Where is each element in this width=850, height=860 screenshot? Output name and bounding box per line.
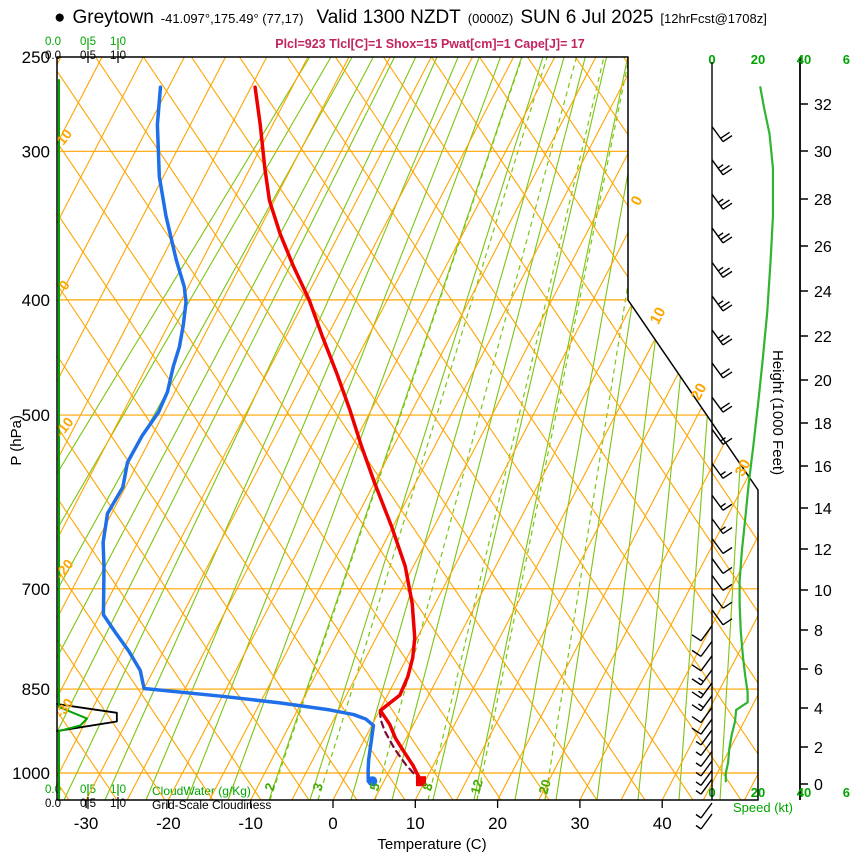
station-coordinates: -41.097°,175.49° (77,17): [160, 11, 304, 26]
station-name: Greytown: [72, 7, 154, 28]
svg-text:10: 10: [406, 814, 425, 833]
forecast-tag: [12hrFcst@1708z]: [660, 11, 767, 26]
svg-text:10: 10: [647, 305, 670, 328]
svg-text:2: 2: [814, 740, 823, 757]
svg-text:300: 300: [22, 142, 50, 161]
svg-text:30: 30: [732, 457, 755, 480]
svg-text:0: 0: [708, 52, 715, 67]
grid-lines: [57, 57, 758, 800]
svg-text:-30: -30: [74, 814, 99, 833]
cloud-scale-tick: 0.0: [45, 36, 61, 48]
pressure-axis-label: P (hPa): [8, 415, 25, 466]
dewpoint-curve: [101, 85, 376, 783]
surface-dewpoint-dot: [367, 776, 378, 787]
svg-text:-30: -30: [52, 695, 77, 721]
svg-text:20: 20: [688, 381, 711, 404]
svg-text:0: 0: [55, 277, 73, 293]
svg-text:40: 40: [653, 814, 672, 833]
svg-text:22: 22: [814, 329, 832, 346]
svg-text:60: 60: [843, 52, 850, 67]
svg-text:20: 20: [488, 814, 507, 833]
svg-text:0: 0: [328, 814, 337, 833]
svg-text:12: 12: [467, 778, 485, 796]
svg-text:18: 18: [814, 416, 832, 433]
cloudwater-axis-label: CloudWater (g/Kg): [152, 784, 251, 798]
cloudiness-profile-curve: [56, 703, 118, 732]
cloudiness-axis-label: Grid-Scale Cloudiness: [152, 798, 272, 812]
svg-text:60: 60: [843, 785, 850, 800]
svg-text:20: 20: [535, 778, 553, 796]
temperature-axis-label: Temperature (C): [377, 836, 487, 853]
svg-text:500: 500: [22, 406, 50, 425]
mixing-ratio-labels: 2 3 5 8 12 20: [261, 778, 553, 796]
title-bar: ● Greytown -41.097°,175.49° (77,17) Vali…: [54, 7, 767, 29]
svg-text:26: 26: [814, 239, 832, 256]
svg-text:1000: 1000: [12, 764, 50, 783]
cloudwater-profile-curve: [58, 79, 89, 801]
svg-text:20: 20: [751, 785, 765, 800]
svg-text:28: 28: [814, 192, 832, 209]
svg-text:850: 850: [22, 680, 50, 699]
svg-text:6: 6: [814, 662, 823, 679]
svg-text:-20: -20: [52, 556, 77, 582]
svg-text:20: 20: [751, 52, 765, 67]
station-bullet-icon: ●: [54, 7, 66, 28]
cloud-scale-tick: 0.0: [45, 798, 61, 810]
height-axis-label: Height (1000 Feet): [769, 350, 786, 476]
cloud-scale-ticks: [87, 38, 119, 809]
svg-text:4: 4: [814, 701, 823, 718]
svg-text:700: 700: [22, 580, 50, 599]
svg-text:-10: -10: [238, 814, 263, 833]
svg-text:0: 0: [628, 193, 647, 208]
wind-barbs: [691, 62, 733, 830]
temperature-tick-labels: -30 -20 -10 0 10 20 30 40: [74, 800, 672, 833]
wind-speed-curve: [724, 86, 775, 783]
svg-text:5: 5: [366, 781, 382, 792]
svg-text:-20: -20: [156, 814, 181, 833]
svg-text:16: 16: [814, 459, 832, 476]
svg-text:400: 400: [22, 291, 50, 310]
svg-text:8: 8: [814, 623, 823, 640]
dry-adiabat-labels: 100-10-20-30: [52, 126, 77, 721]
svg-text:40: 40: [797, 52, 811, 67]
svg-text:250: 250: [22, 48, 50, 67]
plot-border: [56, 56, 759, 801]
svg-text:40: 40: [797, 785, 811, 800]
svg-text:2: 2: [261, 781, 277, 792]
svg-text:32: 32: [814, 97, 832, 114]
svg-text:-10: -10: [52, 414, 77, 440]
surface-temperature-dot: [415, 776, 426, 787]
zulu-time: (0000Z): [467, 11, 514, 26]
svg-text:3: 3: [309, 781, 325, 792]
valid-time: Valid 1300 NZDT: [316, 7, 461, 28]
sounding-indices: Plcl=923 Tlcl[C]=1 Shox=15 Pwat[cm]=1 Ca…: [275, 37, 585, 51]
pressure-tick-labels: 250 300 400 500 700 850 1000: [12, 48, 50, 783]
svg-text:30: 30: [814, 144, 832, 161]
svg-text:14: 14: [814, 501, 832, 518]
speed-axis-label: Speed (kt): [733, 800, 793, 815]
svg-text:8: 8: [419, 781, 435, 792]
svg-text:0: 0: [814, 777, 823, 794]
svg-text:10: 10: [814, 583, 832, 600]
svg-text:20: 20: [814, 373, 832, 390]
svg-text:12: 12: [814, 542, 832, 559]
isotherm-labels: 0 10 20 30: [628, 193, 755, 479]
svg-text:24: 24: [814, 284, 832, 301]
temperature-curve: [253, 85, 423, 783]
svg-text:30: 30: [570, 814, 589, 833]
speed-scale-numbers: 0 0 20 20 40 40 60 60: [708, 52, 850, 800]
valid-date: SUN 6 Jul 2025: [520, 7, 654, 28]
